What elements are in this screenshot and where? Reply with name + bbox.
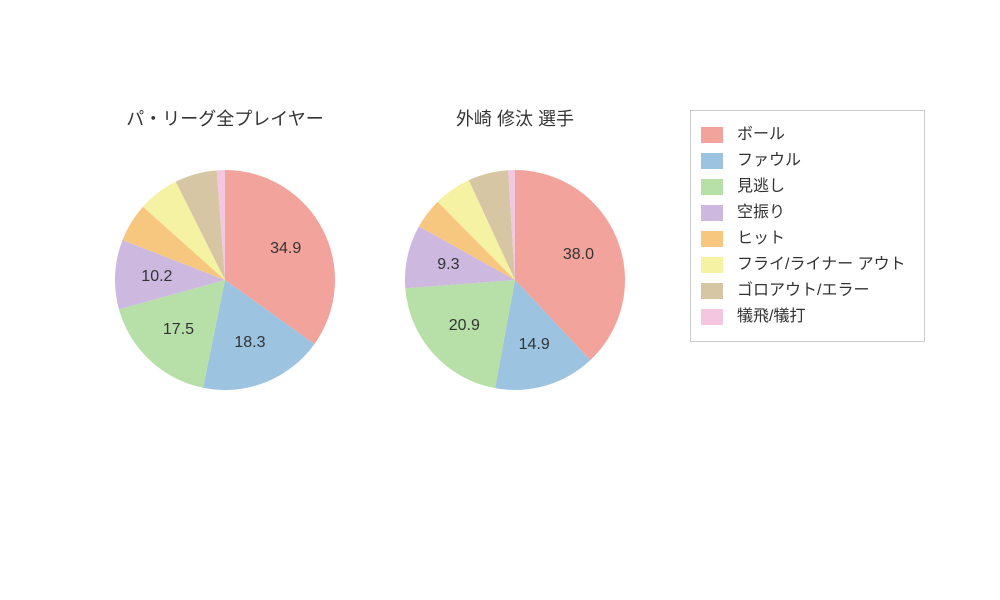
legend-item-swinging: 空振り: [701, 201, 910, 225]
legend-label-ball: ボール: [737, 123, 785, 147]
chart-container: パ・リーグ全プレイヤー 34.9 18.3 17.5 10.2 外崎 修汰 選手 38.0 1…: [0, 0, 1000, 600]
chart-title-player: 外崎 修汰 選手: [365, 105, 665, 131]
slice-label-league-ball: 34.9: [270, 240, 301, 258]
legend-label-swinging: 空振り: [737, 201, 785, 225]
legend-swatch-foul: [701, 153, 723, 169]
legend-swatch-hit: [701, 231, 723, 247]
legend-label-looking: 見逃し: [737, 175, 785, 199]
legend-swatch-flyout: [701, 257, 723, 273]
legend-item-flyout: フライ/ライナー アウト: [701, 253, 910, 277]
slice-label-league-foul: 18.3: [234, 334, 265, 352]
slice-label-league-swinging: 10.2: [141, 268, 172, 286]
legend-item-sacrifice: 犠飛/犠打: [701, 305, 910, 329]
legend-label-flyout: フライ/ライナー アウト: [737, 253, 906, 277]
slice-label-player-ball: 38.0: [563, 246, 594, 264]
legend-label-sacrifice: 犠飛/犠打: [737, 305, 805, 329]
slice-label-player-swinging: 9.3: [437, 256, 459, 274]
legend-label-groundout: ゴロアウト/エラー: [737, 279, 869, 303]
slice-label-player-looking: 20.9: [449, 317, 480, 335]
legend-item-foul: ファウル: [701, 149, 910, 173]
legend: ボールファウル見逃し空振りヒットフライ/ライナー アウトゴロアウト/エラー犠飛/…: [690, 110, 925, 342]
legend-swatch-looking: [701, 179, 723, 195]
legend-swatch-sacrifice: [701, 309, 723, 325]
legend-item-ball: ボール: [701, 123, 910, 147]
legend-swatch-ball: [701, 127, 723, 143]
legend-label-hit: ヒット: [737, 227, 785, 251]
pie-player: [405, 170, 625, 390]
slice-label-player-foul: 14.9: [519, 336, 550, 354]
legend-item-groundout: ゴロアウト/エラー: [701, 279, 910, 303]
legend-item-looking: 見逃し: [701, 175, 910, 199]
chart-title-league: パ・リーグ全プレイヤー: [75, 105, 375, 131]
legend-label-foul: ファウル: [737, 149, 801, 173]
legend-item-hit: ヒット: [701, 227, 910, 251]
legend-swatch-groundout: [701, 283, 723, 299]
slice-label-league-looking: 17.5: [163, 321, 194, 339]
legend-swatch-swinging: [701, 205, 723, 221]
